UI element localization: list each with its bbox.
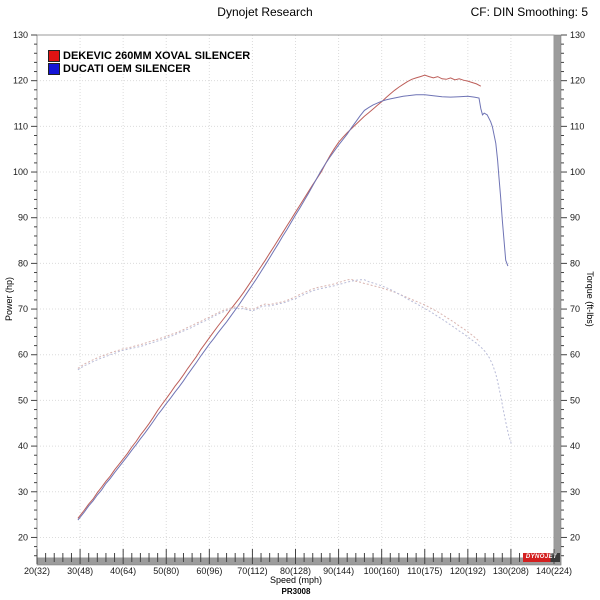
y-tick-label-right: 50 (570, 395, 580, 405)
x-tick-label: 60(96) (196, 566, 222, 576)
x-tick-label: 20(32) (24, 566, 50, 576)
x-tick-label: 30(48) (67, 566, 93, 576)
run-id: PR3008 (281, 587, 311, 596)
y-axis-title-torque: Torque (ft-lbs) (585, 271, 595, 327)
legend-item-dekevic: DEKEVIC 260MM XOVAL SILENCER (48, 49, 250, 62)
legend-label-dekevic: DEKEVIC 260MM XOVAL SILENCER (63, 49, 251, 62)
y-tick-label-right: 130 (570, 30, 585, 40)
y-tick-label-right: 80 (570, 258, 580, 268)
curve-torque-dekevic (77, 278, 481, 369)
legend-item-oem: DUCATI OEM SILENCER (48, 62, 250, 75)
curve-power-dekevic (77, 74, 482, 519)
legend-swatch-red (48, 49, 60, 62)
x-tick-label: 70(112) (237, 566, 267, 576)
y-tick-label-left: 50 (18, 395, 28, 405)
y-tick-label-left: 90 (18, 213, 28, 223)
y-tick-label-left: 110 (14, 121, 28, 131)
y-tick-label-left: 70 (18, 304, 28, 314)
y-tick-label-right: 120 (570, 76, 585, 86)
dynojet-logo: DYNOJET (523, 553, 560, 562)
right-axis-bar (553, 34, 562, 566)
curve-power-oem (77, 94, 509, 521)
legend-swatch-blue (48, 62, 60, 75)
smoothing-status: CF: DIN Smoothing: 5 (470, 5, 588, 19)
x-tick-label: 130(208) (493, 566, 529, 576)
chart-legend: DEKEVIC 260MM XOVAL SILENCER DUCATI OEM … (48, 49, 250, 75)
x-tick-label: 90(144) (323, 566, 354, 576)
y-tick-label-left: 40 (18, 441, 28, 451)
x-tick-label: 40(64) (110, 566, 136, 576)
y-tick-label-left: 60 (18, 350, 28, 360)
y-tick-label-right: 30 (570, 487, 580, 497)
x-tick-label: 140(224) (536, 566, 572, 576)
y-tick-label-left: 20 (18, 532, 28, 542)
y-tick-label-right: 110 (570, 121, 584, 131)
y-tick-label-left: 120 (13, 76, 28, 86)
page-title: Dynojet Research (217, 5, 313, 19)
bottom-axis-bar (36, 557, 562, 566)
y-tick-label-right: 20 (570, 532, 580, 542)
x-axis-title: Speed (mph) (269, 575, 323, 585)
legend-label-oem: DUCATI OEM SILENCER (63, 62, 191, 75)
y-tick-label-right: 40 (570, 441, 580, 451)
y-tick-label-left: 100 (13, 167, 28, 177)
y-tick-label-left: 30 (18, 487, 28, 497)
y-tick-label-right: 70 (570, 304, 580, 314)
x-tick-label: 110(175) (407, 566, 442, 576)
x-tick-label: 50(80) (153, 566, 179, 576)
y-tick-label-left: 130 (13, 30, 28, 40)
y-axis-title-power: Power (hp) (4, 277, 14, 322)
curve-torque-oem (77, 279, 513, 446)
x-tick-label: 120(192) (450, 566, 486, 576)
x-tick-label: 100(160) (364, 566, 400, 576)
y-tick-label-right: 90 (570, 213, 580, 223)
x-tick-label: 80(128) (280, 566, 311, 576)
y-tick-label-left: 80 (18, 258, 28, 268)
y-tick-label-right: 100 (570, 167, 585, 177)
y-tick-label-right: 60 (570, 350, 580, 360)
